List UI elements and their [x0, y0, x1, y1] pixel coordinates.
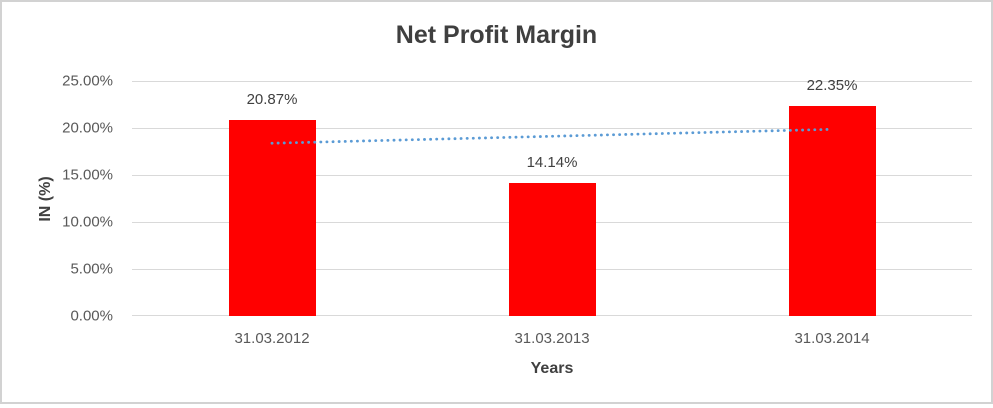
trendline-line [270, 127, 834, 145]
gridline [132, 175, 972, 176]
y-tick-label: 15.00% [62, 166, 113, 184]
bar [228, 119, 316, 316]
plot-area: 20.87% 14.14% 22.35% [132, 76, 972, 316]
y-tick-label: 25.00% [62, 72, 113, 90]
gridline [132, 81, 972, 82]
y-tick-label: 0.00% [70, 307, 113, 325]
data-label: 20.87% [246, 90, 298, 108]
x-tick-label: 31.03.2014 [794, 330, 870, 347]
y-tick-label: 20.00% [62, 119, 113, 137]
x-tick-label: 31.03.2013 [514, 330, 590, 347]
x-tick-label: 31.03.2012 [234, 330, 310, 347]
gridline [132, 128, 972, 129]
bar [508, 183, 596, 316]
x-axis-title: Years [530, 360, 574, 377]
trendline [270, 127, 834, 145]
bar [788, 105, 876, 316]
y-tick-label: 10.00% [62, 213, 113, 231]
chart-title: Net Profit Margin [395, 21, 598, 49]
y-tick-label: 5.00% [70, 260, 113, 278]
data-label: 22.35% [806, 76, 858, 94]
data-label: 14.14% [526, 154, 578, 172]
y-axis-title: IN (%) [37, 176, 54, 222]
